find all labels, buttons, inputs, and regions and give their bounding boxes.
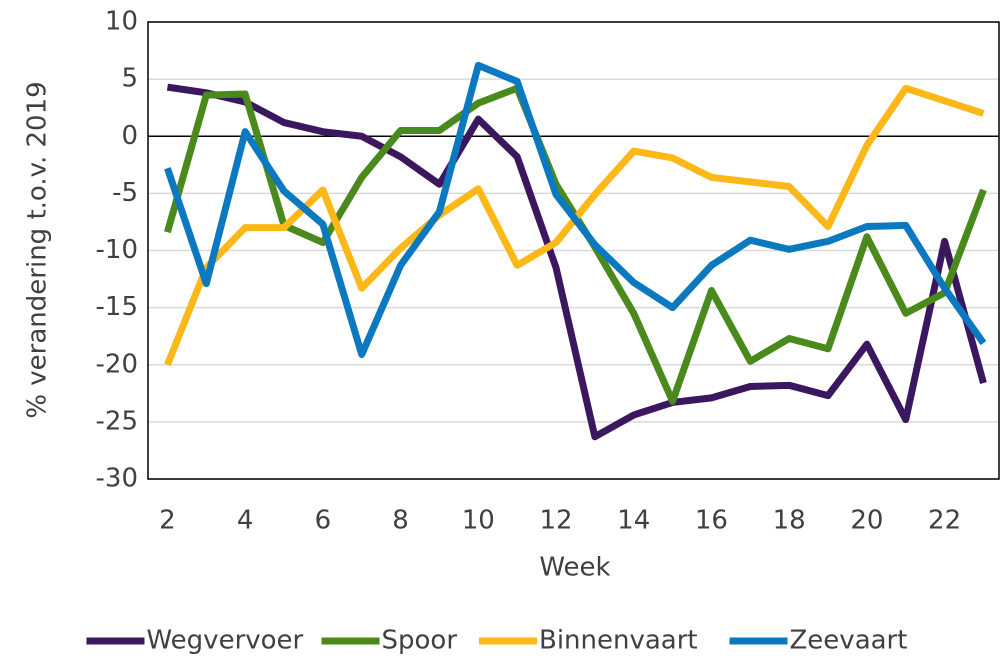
x-tick-label: 12 — [539, 506, 572, 536]
x-tick-label: 8 — [392, 506, 409, 536]
x-tick-label: 16 — [695, 506, 728, 536]
x-tick-label: 2 — [159, 506, 176, 536]
x-tick-label: 22 — [928, 506, 961, 536]
x-tick-label: 18 — [773, 506, 806, 536]
y-tick-label: 5 — [121, 64, 138, 94]
series-line — [166, 83, 987, 441]
x-axis-label: Week — [539, 553, 610, 583]
y-axis-label: % verandering t.o.v. 2019 — [23, 81, 53, 418]
y-tick-label: -20 — [96, 349, 138, 379]
y-tick-label: 0 — [121, 121, 138, 151]
legend-label: Binnenvaart — [539, 626, 698, 656]
x-tick-label: 14 — [617, 506, 650, 536]
y-tick-label: -30 — [96, 464, 138, 494]
x-tick-label: 6 — [315, 506, 332, 536]
y-tick-label: -15 — [96, 292, 138, 322]
plot-frame — [147, 21, 1000, 480]
y-tick-label: -5 — [112, 178, 138, 208]
x-tick-label: 10 — [462, 506, 495, 536]
series-line — [164, 61, 987, 358]
y-tick-label: -25 — [96, 406, 138, 436]
x-tick-label: 20 — [850, 506, 883, 536]
legend-label: Wegvervoer — [147, 626, 304, 656]
legend-label: Spoor — [382, 626, 458, 656]
y-tick-label: -10 — [96, 235, 138, 265]
legend-label: Zeevaart — [790, 626, 908, 656]
y-tick-label: 10 — [105, 7, 138, 37]
x-tick-label: 4 — [237, 506, 254, 536]
